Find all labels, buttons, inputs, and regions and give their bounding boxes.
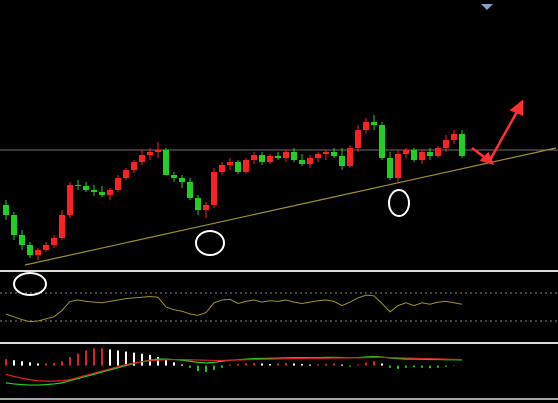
candle-body [11,215,17,235]
candle-body [427,152,433,156]
highlight-circle [13,272,47,296]
indicator-line [5,294,463,323]
candle-body [171,175,177,178]
highlight-circle [195,230,225,256]
arrow [471,99,524,165]
candle-body [419,152,425,160]
candle-body [203,205,209,210]
candle-body [443,140,449,148]
candle-body [211,172,217,205]
candle-body [163,150,169,175]
candle-body [43,245,49,250]
candle-body [339,156,345,166]
candle-body [123,170,129,178]
candle-body [283,152,289,158]
candle-body [83,186,89,190]
candle-body [275,156,281,158]
candle-body [379,125,385,158]
candle-body [395,154,401,178]
candle-body [59,215,65,238]
candle-body [435,148,441,156]
candle-body [67,185,73,215]
candle-body [347,148,353,166]
candle-body [459,134,465,156]
candle-body [107,190,113,195]
candle-body [91,190,97,192]
candle-body [115,178,121,190]
plot [0,115,558,386]
candle-body [195,198,201,210]
candle-body [51,238,57,245]
candle-body [147,152,153,155]
trend-line [24,147,557,266]
candle-body [323,152,329,154]
candle-body [451,134,457,140]
candle-body [99,192,105,195]
candle-body [267,156,273,162]
candle-body [299,160,305,164]
candle-body [291,152,297,160]
candle-body [403,150,409,154]
candle-body [315,154,321,158]
candle-body [19,235,25,245]
candle-body [75,185,81,186]
candle-body [235,162,241,172]
candle-body [27,245,33,255]
candle-body [411,150,417,160]
candle-body [179,178,185,182]
candle-body [355,130,361,148]
highlight-circle [388,189,410,217]
candle-body [243,160,249,172]
candle-body [187,182,193,198]
candle-body [371,122,377,125]
candle-body [363,122,369,130]
scroll-marker [481,4,493,10]
candle-body [3,205,9,215]
candle-body [259,155,265,162]
candle-body [131,162,137,170]
candle-body [251,155,257,160]
candle-body [139,155,145,162]
candle-body [307,158,313,164]
candle-body [155,150,161,152]
signal-line [5,356,463,382]
candle-body [331,152,337,156]
candle-body [35,250,41,255]
candle-body [219,165,225,172]
candle-body [387,158,393,178]
candle-body [227,162,233,165]
